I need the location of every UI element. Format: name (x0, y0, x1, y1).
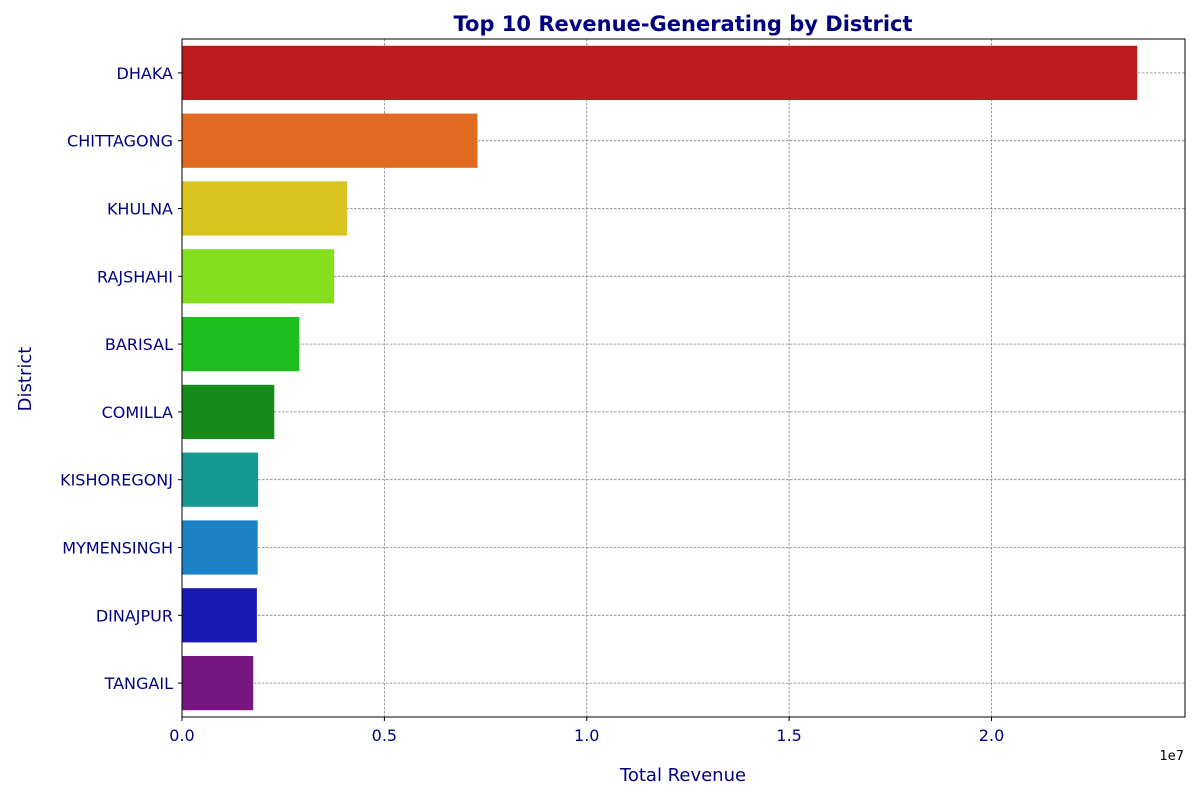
x-tick-label: 0.0 (169, 726, 194, 745)
x-axis-offset-text: 1e7 (1159, 749, 1184, 764)
x-tick-label: 2.0 (979, 726, 1004, 745)
bar-kishoregonj (182, 452, 259, 507)
bar-rajshahi (182, 249, 335, 304)
chart-title: Top 10 Revenue-Generating by District (453, 12, 912, 36)
bars (182, 45, 1138, 711)
y-tick-label: DINAJPUR (96, 606, 173, 625)
y-tick-label: RAJSHAHI (97, 267, 173, 286)
bar-barisal (182, 316, 300, 372)
axes: DHAKA CHITTAGONG KHULNA RAJSHAHI BARISAL COMI… (60, 38, 1186, 745)
y-tick-label: KHULNA (107, 200, 173, 219)
bar-dinajpur (182, 588, 257, 643)
plot-frame (181, 38, 1186, 718)
y-tick-label: COMILLA (102, 403, 173, 422)
x-axis-label: Total Revenue (619, 765, 746, 786)
y-tick-label: CHITTAGONG (67, 132, 173, 151)
bar-mymensingh (182, 520, 258, 575)
y-axis-label: District (15, 347, 36, 412)
x-tick-label: 1.5 (776, 726, 801, 745)
y-tick-label: DHAKA (117, 64, 174, 83)
bar-tangail (182, 655, 254, 711)
bar-dhaka (182, 45, 1138, 101)
x-tick-label: 1.0 (574, 726, 599, 745)
y-tick-label: KISHOREGONJ (60, 471, 173, 490)
x-tick-label: 0.5 (372, 726, 397, 745)
bar-chittagong (182, 113, 478, 168)
bar-comilla (182, 384, 275, 440)
y-tick-label: MYMENSINGH (62, 539, 173, 558)
bar-khulna (182, 181, 348, 236)
y-tick-label: TANGAIL (104, 674, 174, 693)
grid-lines (181, 39, 1185, 717)
y-tick-label: BARISAL (105, 335, 173, 354)
